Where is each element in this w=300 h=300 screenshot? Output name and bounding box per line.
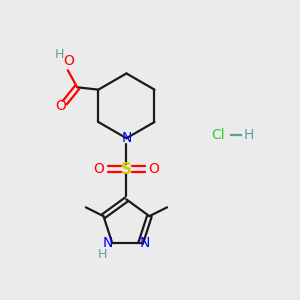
Text: O: O xyxy=(55,99,66,113)
Text: N: N xyxy=(121,131,132,145)
Text: H: H xyxy=(97,248,106,261)
Text: N: N xyxy=(103,236,113,250)
Text: O: O xyxy=(149,162,160,176)
Text: N: N xyxy=(140,236,150,250)
Text: O: O xyxy=(93,162,104,176)
Text: H: H xyxy=(244,128,254,142)
Text: S: S xyxy=(121,162,132,177)
Text: H: H xyxy=(55,48,64,62)
Text: Cl: Cl xyxy=(211,128,224,142)
Text: O: O xyxy=(64,54,74,68)
